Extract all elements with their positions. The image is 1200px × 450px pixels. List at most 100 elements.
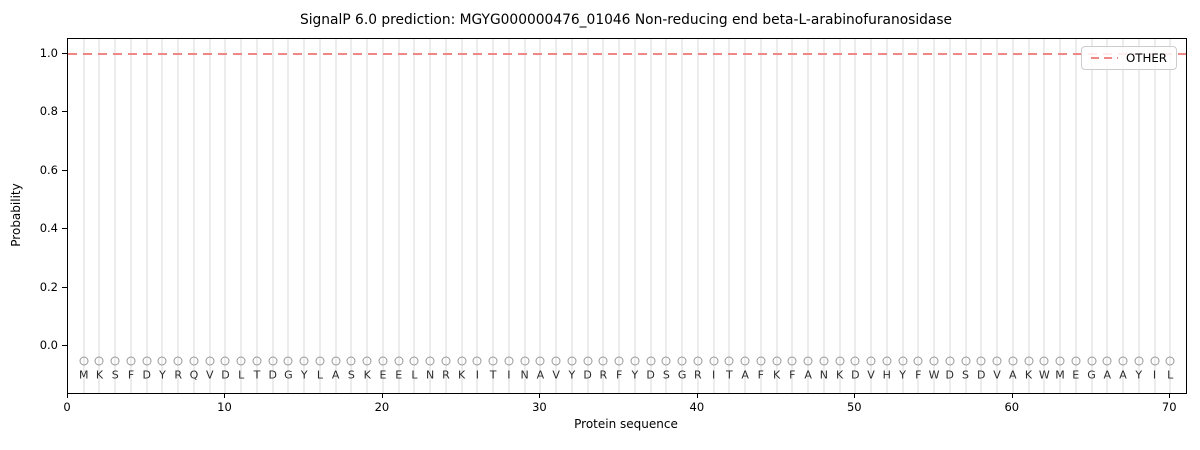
residue-circle-marker: [1024, 356, 1034, 366]
residue-circle-marker: [1150, 356, 1159, 366]
y-tick-label: 1.0: [39, 45, 58, 60]
residue-letter: F: [789, 368, 796, 382]
residue-letter: I: [475, 368, 480, 382]
residue-circle-marker: [976, 356, 986, 366]
residue-letter: V: [552, 368, 560, 382]
residue-letter: F: [127, 368, 135, 382]
y-tick-mark: [62, 169, 67, 171]
residue-circle-marker: [1134, 356, 1144, 366]
residue-gridline: [1122, 39, 1124, 393]
residue-gridline: [1153, 39, 1156, 393]
residue-letter: F: [615, 368, 623, 382]
x-tick-mark: [67, 393, 68, 398]
x-tick-mark: [854, 393, 856, 398]
residue-circle-marker: [992, 356, 1002, 366]
residue-letter: S: [662, 368, 670, 382]
residue-circle-marker: [1008, 356, 1018, 366]
residue-circle-marker: [425, 356, 435, 366]
residue-circle-marker: [142, 356, 152, 366]
residue-letter: F: [757, 368, 765, 382]
residue-circle-marker: [472, 356, 482, 366]
residue-letter: I: [1152, 368, 1157, 382]
residue-gridline: [822, 39, 825, 393]
residue-letter: D: [851, 368, 860, 382]
x-tick-mark: [1169, 393, 1171, 398]
residue-letter: Y: [1135, 368, 1143, 382]
residue-letter: R: [442, 368, 450, 382]
residue-circle-marker: [787, 356, 797, 366]
x-tick-mark: [1011, 393, 1013, 398]
chart-title: SignalP 6.0 prediction: MGYG000000476_01…: [299, 12, 953, 28]
residue-circle-marker: [803, 356, 813, 366]
residue-gridline: [854, 39, 857, 393]
residue-gridline: [728, 39, 731, 393]
residue-gridline: [1074, 39, 1077, 393]
residue-circle-marker: [315, 356, 325, 366]
x-tick-label: 20: [374, 400, 390, 414]
residue-letter: G: [284, 368, 293, 382]
residue-letter: S: [962, 368, 970, 382]
residue-letter: A: [741, 368, 749, 382]
residue-gridline: [807, 39, 810, 393]
residue-gridline: [1106, 39, 1109, 393]
residue-circle-marker: [189, 356, 199, 366]
residue-gridline: [1169, 39, 1172, 393]
residue-circle-marker: [457, 356, 467, 366]
residue-gridline: [870, 39, 873, 393]
residue-letter: R: [174, 368, 183, 382]
residue-gridline: [334, 39, 337, 393]
residue-letter: T: [725, 368, 733, 382]
residue-gridline: [586, 39, 589, 393]
residue-circle-marker: [850, 356, 860, 366]
residue-letter: A: [804, 368, 812, 382]
residue-circle-marker: [835, 356, 845, 366]
residue-gridline: [696, 39, 699, 393]
residue-circle-marker: [1102, 356, 1112, 366]
residue-letter: S: [347, 368, 355, 382]
x-tick-mark: [539, 393, 541, 398]
residue-letter: V: [993, 368, 1001, 382]
residue-letter: A: [1009, 368, 1017, 382]
residue-letter: Y: [631, 368, 639, 382]
residue-gridline: [1043, 39, 1046, 393]
residue-letter: L: [411, 368, 418, 382]
residue-letter: L: [316, 368, 324, 382]
residue-gridline: [838, 39, 841, 393]
residue-gridline: [759, 39, 762, 393]
residue-gridline: [397, 39, 400, 393]
residue-gridline: [476, 39, 479, 393]
residue-circle-marker: [252, 356, 262, 366]
residue-circle-marker: [299, 356, 309, 366]
residue-circle-marker: [220, 356, 230, 366]
residue-gridline: [224, 39, 227, 393]
residue-circle-marker: [961, 356, 971, 366]
residue-gridline: [649, 39, 652, 393]
residue-letter: Y: [300, 368, 308, 382]
residue-circle-marker: [630, 356, 640, 366]
residue-circle-marker: [756, 356, 766, 366]
residue-gridline: [429, 39, 432, 393]
residue-circle-marker: [598, 356, 608, 366]
residue-letter: M: [78, 368, 89, 382]
residue-circle-marker: [94, 356, 104, 366]
residue-circle-marker: [945, 356, 955, 366]
residue-circle-marker: [1039, 356, 1049, 366]
residue-circle-marker: [283, 356, 293, 366]
x-tick-label: 50: [846, 400, 862, 414]
residue-circle-marker: [819, 356, 829, 366]
y-tick-label: 0.4: [39, 221, 58, 236]
legend-dashed-line-sample: [1090, 57, 1118, 59]
residue-gridline: [492, 39, 495, 393]
residue-letter: K: [458, 368, 466, 382]
residue-gridline: [350, 39, 353, 393]
x-tick-label: 10: [217, 400, 232, 414]
residue-letter: E: [395, 368, 403, 382]
y-tick-label: 0.8: [39, 104, 58, 119]
residue-letter: Q: [189, 368, 199, 382]
residue-letter: N: [520, 368, 529, 382]
residue-circle-marker: [724, 356, 734, 366]
residue-letter: K: [95, 368, 104, 382]
residue-circle-marker: [346, 356, 356, 366]
residue-circle-marker: [709, 356, 719, 366]
residue-circle-marker: [1055, 356, 1065, 366]
